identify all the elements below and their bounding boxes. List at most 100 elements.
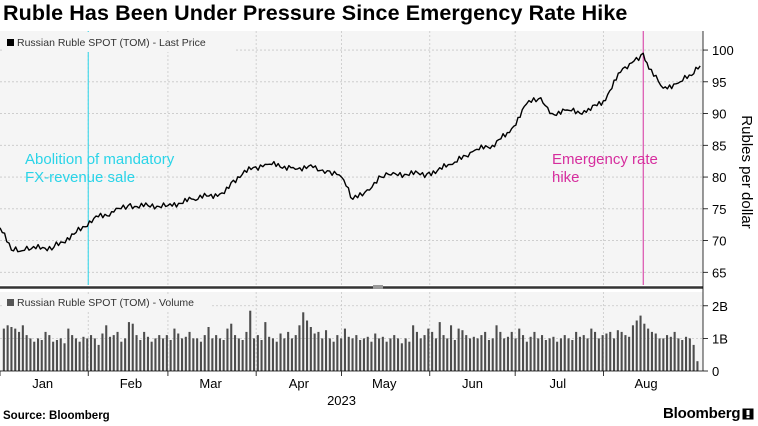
volume-bar bbox=[321, 338, 324, 371]
volume-bar bbox=[97, 344, 100, 371]
volume-bar bbox=[55, 340, 58, 371]
volume-bar bbox=[628, 336, 631, 371]
volume-bar bbox=[590, 328, 593, 371]
volume-bar bbox=[196, 338, 199, 371]
volume-bar bbox=[571, 340, 574, 371]
annotation-label-line: Emergency rate bbox=[552, 151, 658, 168]
volume-bar bbox=[567, 338, 570, 371]
volume-bar bbox=[393, 335, 396, 371]
volume-bar bbox=[332, 341, 335, 371]
volume-bar bbox=[302, 312, 305, 371]
volume-bar bbox=[647, 328, 650, 371]
volume-bar bbox=[234, 335, 237, 371]
volume-bar bbox=[340, 338, 343, 371]
x-month-label: Jan bbox=[32, 376, 53, 391]
price-ytick-label: 65 bbox=[712, 265, 726, 280]
volume-bar bbox=[548, 338, 551, 371]
volume-bar bbox=[556, 341, 559, 371]
volume-bar bbox=[237, 338, 240, 371]
x-month-label: Aug bbox=[635, 376, 658, 391]
volume-bar bbox=[241, 340, 244, 371]
volume-bar bbox=[162, 338, 165, 371]
price-legend-bg bbox=[4, 32, 236, 52]
volume-bar bbox=[226, 328, 229, 371]
volume-bar bbox=[578, 336, 581, 371]
volume-bar bbox=[438, 322, 441, 371]
volume-bar bbox=[624, 335, 627, 371]
volume-bar bbox=[434, 338, 437, 371]
volume-bar bbox=[639, 315, 642, 371]
volume-bar bbox=[165, 335, 168, 371]
volume-bar bbox=[359, 340, 362, 371]
volume-bar bbox=[613, 338, 616, 371]
brand-wordmark: Bloomberg bbox=[663, 405, 741, 422]
volume-bar bbox=[453, 340, 456, 371]
x-month-label: May bbox=[372, 376, 397, 391]
volume-bar bbox=[188, 331, 191, 371]
annotation-label-line: hike bbox=[552, 169, 580, 186]
volume-bar bbox=[343, 328, 346, 371]
volume-bar bbox=[533, 331, 536, 371]
volume-bar bbox=[495, 325, 498, 371]
volume-bar bbox=[131, 323, 134, 371]
volume-bar bbox=[294, 335, 297, 371]
volume-bar bbox=[635, 320, 638, 371]
volume-bar bbox=[2, 328, 5, 371]
volume-bar bbox=[472, 336, 475, 371]
annotation-label: Emergency rate hike bbox=[552, 151, 658, 186]
volume-bar bbox=[469, 338, 472, 371]
volume-bar bbox=[385, 341, 388, 371]
volume-bar bbox=[52, 341, 55, 371]
price-ytick-label: 75 bbox=[712, 202, 726, 217]
volume-bar bbox=[597, 338, 600, 371]
source-note: Source: Bloomberg bbox=[3, 410, 110, 422]
price-panel-bg bbox=[0, 31, 703, 285]
volume-bar bbox=[442, 335, 445, 371]
volume-bar bbox=[423, 335, 426, 371]
price-y-axis-title: Rubles per dollar bbox=[738, 115, 755, 228]
volume-bar bbox=[518, 328, 521, 371]
price-ytick-label: 80 bbox=[712, 170, 726, 185]
volume-bar bbox=[544, 340, 547, 371]
volume-bar bbox=[692, 344, 695, 371]
volume-bar bbox=[215, 335, 218, 371]
volume-bar bbox=[404, 338, 407, 371]
volume-bar bbox=[658, 338, 661, 371]
volume-bar bbox=[283, 338, 286, 371]
volume-bar bbox=[362, 338, 365, 371]
x-month-label: Apr bbox=[289, 376, 310, 391]
volume-ytick-label: 0 bbox=[712, 364, 719, 379]
volume-bar bbox=[203, 335, 206, 371]
volume-bar bbox=[127, 322, 130, 371]
volume-bar bbox=[688, 338, 691, 371]
volume-bar bbox=[18, 331, 21, 371]
volume-bar bbox=[211, 338, 214, 371]
annotation-label-line: FX-revenue sale bbox=[25, 169, 135, 186]
volume-bar bbox=[253, 338, 256, 371]
volume-bar bbox=[563, 335, 566, 371]
volume-bar bbox=[381, 336, 384, 371]
volume-bar bbox=[431, 331, 434, 371]
volume-bar bbox=[177, 333, 180, 371]
volume-bar bbox=[135, 335, 138, 371]
volume-bar bbox=[541, 335, 544, 371]
volume-bar bbox=[290, 338, 293, 371]
x-month-label: Jul bbox=[550, 376, 567, 391]
volume-bar bbox=[415, 331, 418, 371]
volume-bar bbox=[101, 333, 104, 371]
bloomberg-logo-icon bbox=[742, 408, 754, 420]
volume-bar bbox=[419, 338, 422, 371]
volume-bar bbox=[40, 340, 43, 371]
volume-bar bbox=[249, 310, 252, 371]
volume-bar bbox=[586, 338, 589, 371]
volume-legend-bg bbox=[4, 294, 212, 312]
volume-bar bbox=[154, 338, 157, 371]
volume-bar bbox=[82, 336, 85, 371]
volume-bar bbox=[461, 330, 464, 371]
price-ytick-label: 70 bbox=[712, 234, 726, 249]
volume-bar bbox=[63, 343, 66, 371]
volume-bar bbox=[650, 331, 653, 371]
volume-ytick-label: 1B bbox=[712, 331, 728, 346]
volume-bar bbox=[317, 331, 320, 371]
volume-bar bbox=[78, 341, 81, 371]
